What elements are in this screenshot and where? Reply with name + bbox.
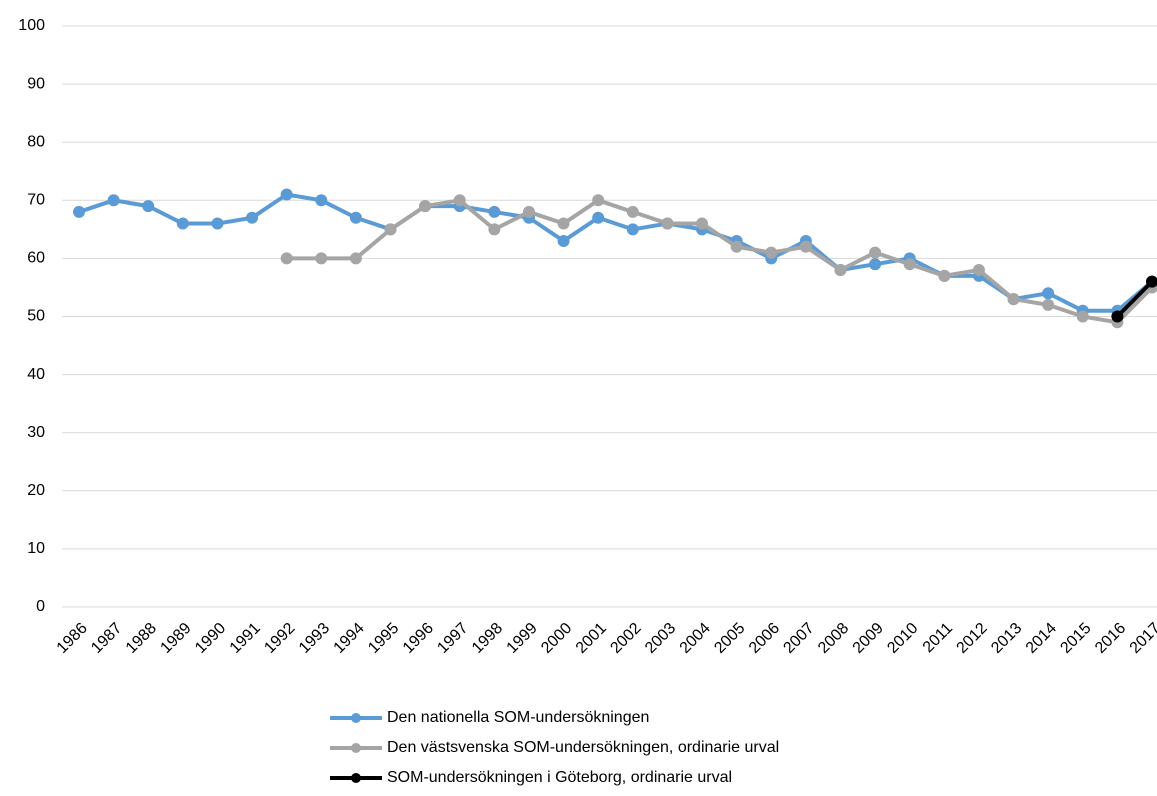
point <box>246 211 259 224</box>
y-tick-label: 0 <box>36 598 45 615</box>
y-tick-label: 90 <box>27 75 45 92</box>
x-tick-label: 2000 <box>538 620 575 657</box>
point <box>834 264 847 277</box>
point <box>315 252 328 265</box>
y-tick-label: 60 <box>27 250 45 267</box>
x-tick-label: 2014 <box>1023 620 1060 657</box>
point <box>1146 275 1157 288</box>
point <box>384 223 397 236</box>
point <box>1007 293 1020 306</box>
x-tick-label: 2016 <box>1092 620 1129 657</box>
point <box>453 194 466 207</box>
x-tick-label: 1986 <box>54 620 91 657</box>
point <box>280 188 293 201</box>
x-tick-label: 1999 <box>504 620 541 657</box>
x-tick-label: 1995 <box>365 620 402 657</box>
y-tick-label: 70 <box>27 192 45 209</box>
x-tick-label: 2015 <box>1057 620 1094 657</box>
point <box>557 217 570 230</box>
y-tick-label: 50 <box>27 308 45 325</box>
y-tick-label: 100 <box>18 17 45 34</box>
x-tick-label: 2013 <box>988 620 1025 657</box>
legend-label: Den västsvenska SOM-undersökningen, ordi… <box>387 739 779 756</box>
x-tick-label: 2009 <box>850 620 887 657</box>
series-line <box>1115 280 1154 318</box>
point <box>869 258 882 271</box>
x-tick-label: 2017 <box>1127 620 1157 657</box>
point <box>1042 298 1055 311</box>
y-tick-label: 30 <box>27 424 45 441</box>
point <box>315 194 328 207</box>
legend-marker <box>351 743 361 753</box>
point <box>765 246 778 259</box>
series-line <box>286 198 1154 325</box>
y-tick-label: 10 <box>27 540 45 557</box>
x-tick-label: 1987 <box>88 620 125 657</box>
legend-marker <box>351 773 361 783</box>
x-tick-label: 2004 <box>677 620 714 657</box>
point <box>592 211 605 224</box>
x-tick-label: 2011 <box>920 620 956 656</box>
point <box>1076 310 1089 323</box>
x-tick-label: 2012 <box>954 620 991 657</box>
x-tick-label: 1988 <box>123 620 160 657</box>
point <box>280 252 293 265</box>
y-tick-label: 80 <box>27 133 45 150</box>
x-tick-label: 2008 <box>815 620 852 657</box>
legend-label: SOM-undersökningen i Göteborg, ordinarie… <box>387 769 732 786</box>
point <box>73 205 85 218</box>
x-tick-label: 1997 <box>434 620 471 657</box>
point <box>626 205 639 218</box>
point <box>696 217 709 230</box>
x-tick-label: 2005 <box>711 620 748 657</box>
point <box>869 246 882 259</box>
x-tick-label: 1990 <box>192 620 229 657</box>
x-tick-label: 1992 <box>261 620 298 657</box>
x-tick-label: 2003 <box>642 620 679 657</box>
x-tick-label: 2001 <box>573 620 610 657</box>
y-tick-label: 40 <box>27 366 45 383</box>
point <box>592 194 605 207</box>
point <box>799 240 812 253</box>
point <box>730 240 743 253</box>
point <box>488 223 501 236</box>
point <box>1042 287 1055 300</box>
point <box>972 264 985 277</box>
point <box>522 205 535 218</box>
series-line <box>78 192 1154 313</box>
x-tick-label: 1989 <box>157 620 194 657</box>
point <box>176 217 189 230</box>
x-tick-label: 1993 <box>296 620 333 657</box>
point <box>661 217 674 230</box>
x-tick-label: 2010 <box>884 620 921 657</box>
y-tick-label: 20 <box>27 482 45 499</box>
point <box>211 217 224 230</box>
point <box>938 269 951 282</box>
legend-label: Den nationella SOM-undersökningen <box>387 709 649 726</box>
point <box>142 200 155 213</box>
point <box>1111 310 1124 323</box>
x-tick-label: 2007 <box>780 620 817 657</box>
x-tick-label: 1998 <box>469 620 506 657</box>
point <box>903 258 916 271</box>
point <box>349 252 362 265</box>
legend-marker <box>351 713 361 723</box>
point <box>419 200 432 213</box>
x-tick-label: 1994 <box>331 620 368 657</box>
x-tick-label: 2006 <box>746 620 783 657</box>
point <box>349 211 362 224</box>
point <box>626 223 639 236</box>
point <box>488 205 501 218</box>
x-tick-label: 1991 <box>227 620 264 657</box>
point <box>107 194 120 207</box>
x-tick-label: 2002 <box>607 620 644 657</box>
point <box>557 234 570 247</box>
x-tick-label: 1996 <box>400 620 437 657</box>
